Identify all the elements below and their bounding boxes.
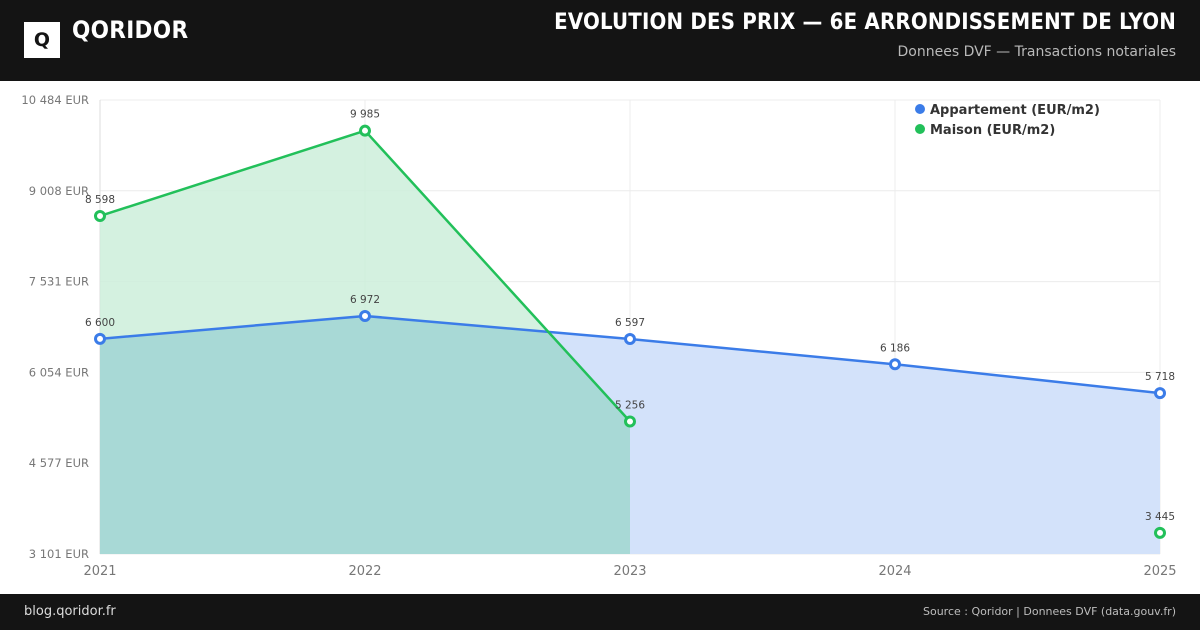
data-point[interactable] bbox=[624, 333, 636, 346]
logo-icon: Q bbox=[24, 22, 60, 58]
logo-letter: Q bbox=[33, 29, 51, 51]
data-point[interactable] bbox=[1154, 526, 1166, 539]
y-tick-label: 4 577 EUR bbox=[29, 456, 89, 470]
legend-marker bbox=[915, 124, 925, 134]
y-tick-label: 10 484 EUR bbox=[21, 93, 89, 107]
y-tick-label: 6 054 EUR bbox=[29, 365, 89, 379]
data-label: 6 600 bbox=[85, 317, 115, 329]
data-point[interactable] bbox=[94, 209, 106, 222]
data-label: 5 256 bbox=[615, 399, 645, 411]
overlap-area-fill bbox=[100, 315, 630, 554]
legend-entry: Maison (EUR/m2) bbox=[930, 123, 1055, 138]
footer-source: Source : Qoridor | Donnees DVF (data.gou… bbox=[923, 605, 1176, 618]
data-point[interactable] bbox=[359, 124, 371, 137]
brand-name: QORIDOR bbox=[72, 16, 189, 44]
data-label: 6 972 bbox=[350, 294, 380, 306]
y-tick-label: 9 008 EUR bbox=[29, 184, 89, 198]
x-tick-label: 2023 bbox=[613, 564, 646, 579]
x-tick-label: 2021 bbox=[83, 564, 116, 579]
x-tick-label: 2024 bbox=[878, 564, 911, 579]
legend-marker bbox=[915, 104, 925, 114]
header-bar: Q QORIDOR EVOLUTION DES PRIX — 6E ARROND… bbox=[0, 0, 1200, 81]
chart-subtitle: Donnees DVF — Transactions notariales bbox=[897, 44, 1177, 60]
legend-entry: Appartement (EUR/m2) bbox=[930, 103, 1100, 118]
data-point[interactable] bbox=[1154, 387, 1166, 400]
data-point[interactable] bbox=[359, 309, 371, 322]
footer-bar: blog.qoridor.fr Source : Qoridor | Donne… bbox=[0, 594, 1200, 630]
data-label: 3 445 bbox=[1145, 511, 1175, 523]
x-tick-label: 2025 bbox=[1143, 564, 1176, 579]
data-point[interactable] bbox=[94, 332, 106, 345]
data-point[interactable] bbox=[889, 358, 901, 371]
data-label: 6 186 bbox=[880, 342, 910, 354]
data-label: 5 718 bbox=[1145, 371, 1175, 383]
data-point[interactable] bbox=[624, 415, 636, 428]
x-tick-label: 2022 bbox=[348, 564, 381, 579]
data-label: 8 598 bbox=[85, 194, 115, 206]
data-label: 9 985 bbox=[350, 109, 380, 121]
y-tick-label: 7 531 EUR bbox=[29, 275, 89, 289]
price-evolution-chart: 10 484 EUR 9 008 EUR 7 531 EUR 6 054 EUR 4 5… bbox=[21, 93, 1176, 579]
data-label: 6 597 bbox=[615, 317, 645, 329]
chart-title: EVOLUTION DES PRIX — 6E ARRONDISSEMENT D… bbox=[554, 10, 1176, 35]
footer-site-link[interactable]: blog.qoridor.fr bbox=[24, 604, 116, 619]
y-tick-label: 3 101 EUR bbox=[29, 547, 89, 561]
